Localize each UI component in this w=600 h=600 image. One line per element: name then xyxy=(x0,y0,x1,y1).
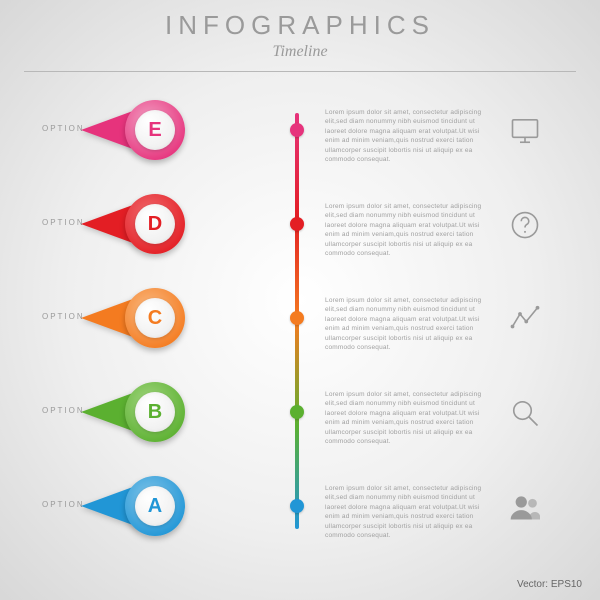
people-icon xyxy=(510,492,540,522)
magnifier-icon xyxy=(510,398,540,428)
option-label: OPTION xyxy=(42,124,85,133)
header: INFOGRAPHICS Timeline xyxy=(0,0,600,72)
item-description: Lorem ipsum dolor sit amet, consectetur … xyxy=(325,484,495,541)
option-label: OPTION xyxy=(42,500,85,509)
drop-letter: C xyxy=(135,298,175,338)
option-label: OPTION xyxy=(42,312,85,321)
drop-letter: E xyxy=(135,110,175,150)
item-description: Lorem ipsum dolor sit amet, consectetur … xyxy=(325,202,495,259)
option-label: OPTION xyxy=(42,218,85,227)
header-divider xyxy=(24,71,576,72)
drop-letter: A xyxy=(135,486,175,526)
item-description: Lorem ipsum dolor sit amet, consectetur … xyxy=(325,108,495,165)
timeline-dot xyxy=(290,405,304,419)
page-subtitle: Timeline xyxy=(0,43,600,61)
timeline-dot xyxy=(290,311,304,325)
drop-letter: B xyxy=(135,392,175,432)
option-label: OPTION xyxy=(42,406,85,415)
graph-icon xyxy=(510,304,540,334)
timeline-dot xyxy=(290,123,304,137)
item-description: Lorem ipsum dolor sit amet, consectetur … xyxy=(325,296,495,353)
page-title: INFOGRAPHICS xyxy=(0,10,600,41)
timeline-dot xyxy=(290,499,304,513)
item-description: Lorem ipsum dolor sit amet, consectetur … xyxy=(325,390,495,447)
timeline-canvas: OPTION E Lorem ipsum dolor sit amet, conse… xyxy=(0,80,600,590)
question-icon xyxy=(510,210,540,240)
monitor-icon xyxy=(510,116,540,146)
timeline-dot xyxy=(290,217,304,231)
footer-credit: Vector: EPS10 xyxy=(517,579,582,590)
drop-letter: D xyxy=(135,204,175,244)
